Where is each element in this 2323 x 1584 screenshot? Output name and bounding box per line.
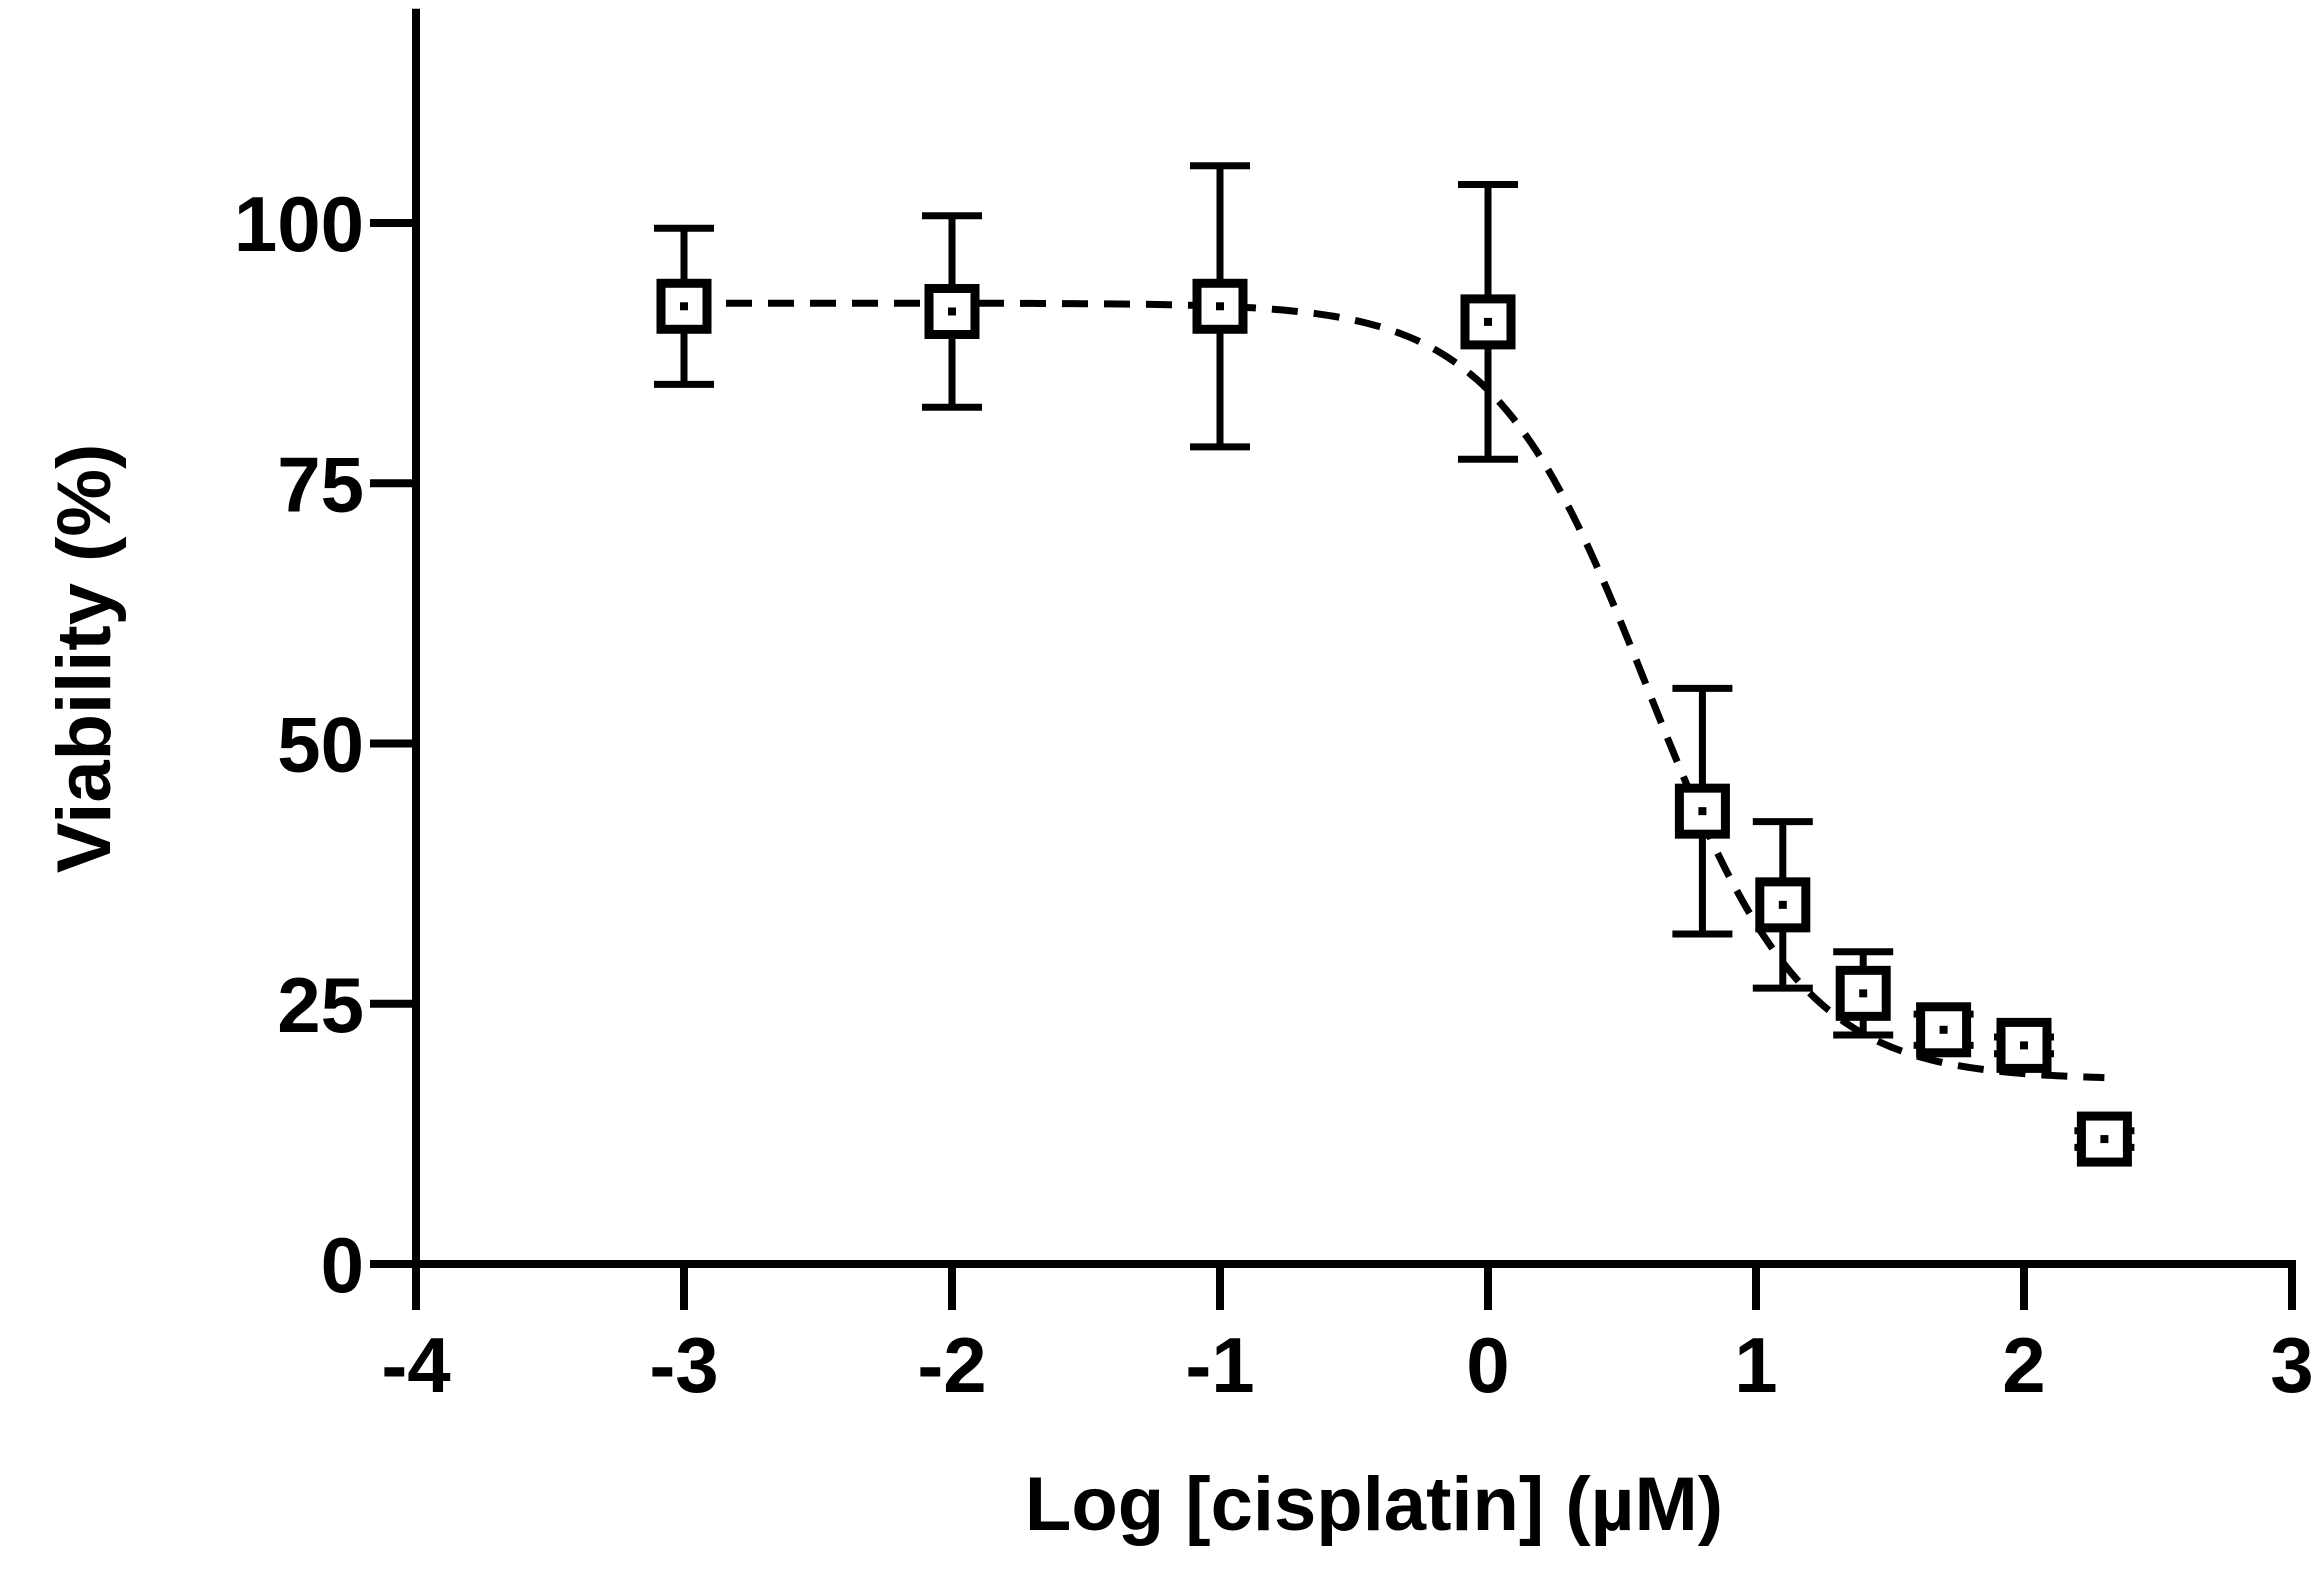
y-tick-label: 0 — [321, 1221, 364, 1309]
data-point-center — [948, 307, 956, 316]
data-point — [656, 278, 712, 334]
y-tick-label: 100 — [234, 180, 364, 268]
data-point-square — [2076, 1111, 2132, 1167]
data-point-center — [1778, 900, 1787, 909]
data-point — [1755, 877, 1811, 933]
data-point-center — [1484, 317, 1492, 326]
data-point-square — [1674, 783, 1730, 839]
ticks-layer: -4 -3 -2 -1 0 1 2 3 0 25 50 75 100 — [234, 180, 2314, 1409]
y-tick-label: 50 — [277, 701, 364, 789]
x-axis-title: Log [cisplatin] (µM) — [1025, 1462, 1723, 1547]
data-point — [1835, 965, 1891, 1021]
x-tick-label: 1 — [1734, 1321, 1777, 1409]
axes-layer — [412, 8, 2296, 1268]
data-point — [1674, 783, 1730, 839]
data-point — [1460, 294, 1516, 350]
data-point-center — [1216, 302, 1224, 311]
data-point-center — [2100, 1135, 2109, 1144]
x-tick-label: -1 — [1185, 1321, 1254, 1409]
x-tick-label: -2 — [917, 1321, 986, 1409]
data-point-center — [1698, 807, 1707, 816]
fit-curve-layer — [684, 299, 2105, 1082]
data-point — [1916, 1002, 1972, 1058]
data-point — [1192, 278, 1248, 334]
x-tick-label: 2 — [2002, 1321, 2045, 1409]
x-tick-label: -3 — [649, 1321, 718, 1409]
x-tick-label: -4 — [381, 1321, 450, 1409]
y-tick-label: 75 — [277, 440, 364, 528]
y-axis-title: Viability (%) — [42, 444, 127, 873]
data-point — [924, 283, 980, 339]
data-point-center — [1939, 1025, 1948, 1034]
x-tick-label: 0 — [1466, 1321, 1509, 1409]
markers-layer — [656, 278, 2132, 1167]
data-point — [1996, 1017, 2052, 1073]
data-point-square — [656, 278, 712, 334]
data-point-square — [924, 283, 980, 339]
data-point-center — [2020, 1041, 2028, 1050]
data-point-center — [680, 302, 688, 311]
data-point-square — [1755, 877, 1811, 933]
x-tick-label: 3 — [2270, 1321, 2313, 1409]
error-bars-layer — [654, 162, 2135, 1151]
data-point — [2076, 1111, 2132, 1167]
y-tick-label: 25 — [277, 961, 364, 1049]
data-point-center — [1859, 989, 1868, 998]
fit-curve — [684, 299, 2105, 1082]
